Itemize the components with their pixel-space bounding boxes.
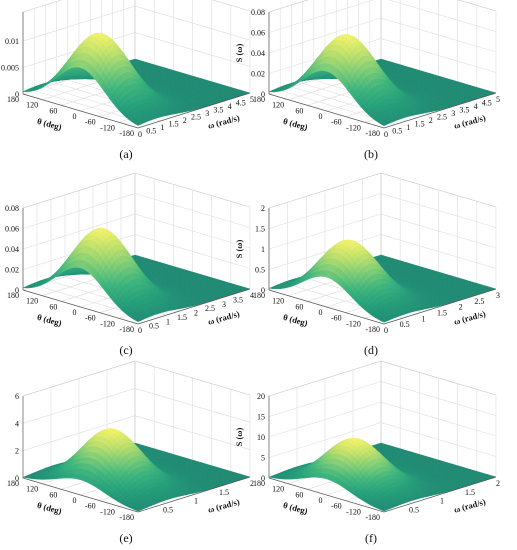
x-tick-label: 4 <box>474 102 478 111</box>
box-edge <box>22 0 63 13</box>
z-tick-label: 0.02 <box>251 70 265 79</box>
x-tick-label: 0.5 <box>146 127 156 136</box>
y-axis-label: θ (deg) <box>282 116 309 132</box>
x-tick-label: 1.5 <box>169 120 179 129</box>
y-tick-label: 60 <box>295 106 303 115</box>
z-axis-label: S (ω) <box>234 43 244 62</box>
z-tick-label: 0.08 <box>251 8 265 17</box>
y-axis-label: θ (deg) <box>36 116 63 132</box>
x-axis-label: ω (rad/s) <box>453 113 487 131</box>
x-tick-label: 3 <box>451 109 455 118</box>
panel-b: 0 0.02 0.04 0.06 0.08 0 0.5 1 1.5 2 2.5 3 3.5 4 4.5 5 18… <box>234 0 500 161</box>
x-tick-label: 1 <box>160 123 164 132</box>
z-tick-label: 0.04 <box>251 49 265 58</box>
z-tick-label: 0.01 <box>5 37 19 46</box>
box-edge <box>211 0 251 12</box>
y-tick-label: -120 <box>100 123 115 132</box>
x-tick-label: 2.5 <box>191 113 201 122</box>
x-tick-label: 0.5 <box>392 127 402 136</box>
x-tick-label: 0 <box>138 130 142 139</box>
x-tick-label: 4.5 <box>482 99 492 108</box>
x-tick-label: 2.5 <box>437 113 447 122</box>
x-tick-label: 3.5 <box>459 106 469 115</box>
x-tick-label: 3 <box>205 109 209 118</box>
panel-caption: (a) <box>119 147 132 161</box>
x-axis-label: ω (rad/s) <box>207 113 241 131</box>
x-tick-label: 3.5 <box>213 106 223 115</box>
y-tick-label: -120 <box>346 123 361 132</box>
panel-c: 00.020.040.060.080 0.5 1 1.5 2 2.5 3 3.5 4180120… <box>5 172 254 357</box>
y-tick-label: -180 <box>365 129 380 138</box>
y-tick-label: 120 <box>272 101 284 110</box>
y-tick-label: 180 <box>253 95 265 104</box>
x-tick-label: 2 <box>429 116 433 125</box>
x-tick-label: 4.5 <box>236 99 246 108</box>
panel-caption: (b) <box>364 147 378 161</box>
y-tick-label: 180 <box>7 95 19 104</box>
y-tick-label: 0 <box>73 112 77 121</box>
x-tick-label: 4 <box>228 102 232 111</box>
y-tick-label: 0 <box>319 112 323 121</box>
x-tick-label: 2 <box>183 116 187 125</box>
surface-plot <box>22 32 251 126</box>
x-tick-label: 0 <box>384 130 388 139</box>
x-tick-label: 1 <box>406 123 410 132</box>
x-tick-label: 5 <box>496 95 500 104</box>
x-tick-label: 1.5 <box>415 120 425 129</box>
y-tick-label: -60 <box>331 118 342 127</box>
y-tick-label: -180 <box>119 129 134 138</box>
z-tick-label: 0.005 <box>1 64 19 73</box>
z-tick-label: 0.06 <box>251 29 265 38</box>
y-tick-label: -60 <box>85 118 96 127</box>
grid-line <box>22 5 136 42</box>
y-tick-label: 60 <box>49 106 57 115</box>
y-tick-label: 120 <box>26 101 38 110</box>
